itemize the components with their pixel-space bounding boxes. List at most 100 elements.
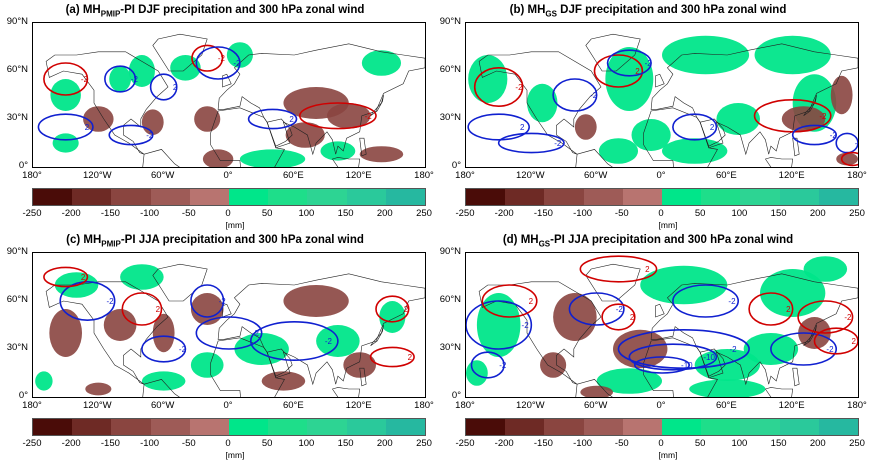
wind-contour — [141, 335, 187, 363]
panel-c: (c) MHPMIP-PI JJA precipitation and 300 … — [0, 232, 434, 460]
colorbar-tick: -200 — [61, 438, 81, 449]
colorbar-tick: -100 — [140, 208, 160, 219]
colorbar-tick: -50 — [181, 438, 196, 449]
lon-label: 0° — [223, 170, 233, 181]
precip-patch — [754, 35, 831, 75]
precip-patch — [631, 119, 671, 151]
lon-label: 120°W — [516, 400, 545, 411]
map-plot: -2 2 -2 2 -2 -2 -2 2 2 — [32, 252, 426, 398]
wind-contour — [481, 284, 538, 318]
colorbar-swatch — [740, 189, 780, 205]
coastline — [45, 281, 169, 385]
coastline — [655, 73, 665, 88]
colorbar-tick: 200 — [376, 438, 393, 449]
lon-label: 180° — [847, 170, 867, 181]
map-svg: -22-22-2-2-22-2-22 — [467, 33, 858, 167]
lon-label: 60°W — [583, 170, 608, 181]
lon-label: 120°E — [345, 170, 372, 181]
coastline — [142, 149, 180, 167]
lat-label: 30°N — [6, 342, 28, 353]
precip-patch — [190, 293, 224, 325]
coastline — [266, 348, 293, 377]
colorbar-tick: 100 — [298, 438, 315, 449]
title-prefix: (c) MH — [66, 234, 102, 246]
precip-patch — [836, 152, 858, 166]
precip-patch — [120, 264, 164, 290]
lon-label: 60°E — [715, 170, 737, 181]
wind-contour — [568, 292, 625, 326]
panel-title: (a) MHPMIP-PI DJF precipitation and 300 … — [0, 4, 430, 18]
colorbar-tick: -100 — [573, 438, 593, 449]
contour-label: 2 — [710, 123, 715, 132]
colorbar-tick: -250 — [22, 208, 42, 219]
lon-label: 180° — [455, 400, 475, 411]
colorbar-swatch — [505, 419, 545, 435]
title-prefix: (b) MH — [509, 4, 546, 16]
wind-contour — [121, 292, 163, 326]
lon-label: 120°E — [778, 170, 805, 181]
wind-contour — [249, 321, 339, 362]
colorbar-swatch — [189, 419, 230, 435]
precip-patch — [226, 42, 253, 68]
title-prefix: (d) MH — [502, 234, 539, 246]
lon-label: 180° — [414, 400, 434, 411]
precip-patch — [574, 114, 597, 140]
wind-contour — [813, 327, 858, 355]
colorbar-ticks: -250 -200 -150 -100 -50 0 50 100 150 200 250 — [0, 438, 431, 450]
colorbar-swatch — [385, 189, 426, 205]
colorbar — [32, 418, 426, 436]
precip-patch — [52, 133, 79, 153]
coastline — [764, 387, 794, 397]
map-plot: 2 -2 2 -2 2 -2 2 -2 -10 -10 -2 -2 -2 2 — [465, 252, 859, 398]
wind-contour — [195, 46, 241, 80]
panel-title: (c) MHPMIP-PI JJA precipitation and 300 … — [0, 234, 430, 248]
coastline — [222, 73, 232, 88]
colorbar-swatch — [740, 419, 780, 435]
colorbar-tick: 100 — [731, 208, 748, 219]
contour-label: 2 — [289, 115, 294, 124]
colorbar-tick: -200 — [494, 438, 514, 449]
wind-contour — [37, 113, 94, 141]
lon-label: 180° — [22, 170, 42, 181]
precip-patch — [598, 138, 639, 164]
coastline — [266, 118, 293, 147]
colorbar-swatch — [779, 419, 819, 435]
wind-contour — [791, 124, 838, 146]
wind-contour — [628, 343, 718, 371]
contour-label: -2 — [515, 83, 523, 92]
coastline — [764, 157, 794, 167]
map-plot: -22-22-2-2-22-2-22 — [465, 22, 859, 168]
lon-label: 180° — [414, 170, 434, 181]
colorbar-tick: -250 — [455, 208, 475, 219]
colorbar-tick: 200 — [809, 438, 826, 449]
map-svg: -2 -2 2 -2 2 -2 -2 2 -2 — [37, 33, 425, 167]
precip-patch — [343, 352, 376, 378]
colorbar-swatch — [505, 189, 545, 205]
lat-label: 60°N — [6, 294, 28, 305]
colorbar-tick: 50 — [261, 438, 273, 449]
contour-label: 2 — [404, 305, 409, 314]
wind-contour — [247, 108, 298, 130]
colorbar-tick: -150 — [533, 438, 553, 449]
colorbar-swatch — [583, 189, 623, 205]
colorbar-swatch — [229, 419, 269, 435]
precip-patch — [526, 83, 558, 123]
lon-label: 0° — [656, 170, 666, 181]
colorbar-swatch — [189, 189, 230, 205]
colorbar-tick: 150 — [770, 438, 787, 449]
colorbar-swatch — [72, 419, 112, 435]
colorbar-tick: -200 — [494, 208, 514, 219]
panel-a: (a) MHPMIP-PI DJF precipitation and 300 … — [0, 2, 434, 230]
contour-label: -2 — [146, 131, 154, 140]
colorbar-unit: [mm] — [225, 450, 245, 460]
lat-label: 0° — [18, 160, 28, 171]
coastline — [370, 94, 384, 117]
wind-contour — [466, 300, 533, 350]
colorbar-unit: [mm] — [658, 450, 678, 460]
wind-contour — [190, 284, 225, 318]
map-plot: -2 -2 2 -2 2 -2 -2 2 -2 — [32, 22, 426, 168]
precip-patch — [103, 309, 137, 341]
contour-label: 2 — [851, 337, 856, 346]
contour-label: -2 — [233, 59, 241, 68]
precip-patch — [202, 149, 234, 167]
